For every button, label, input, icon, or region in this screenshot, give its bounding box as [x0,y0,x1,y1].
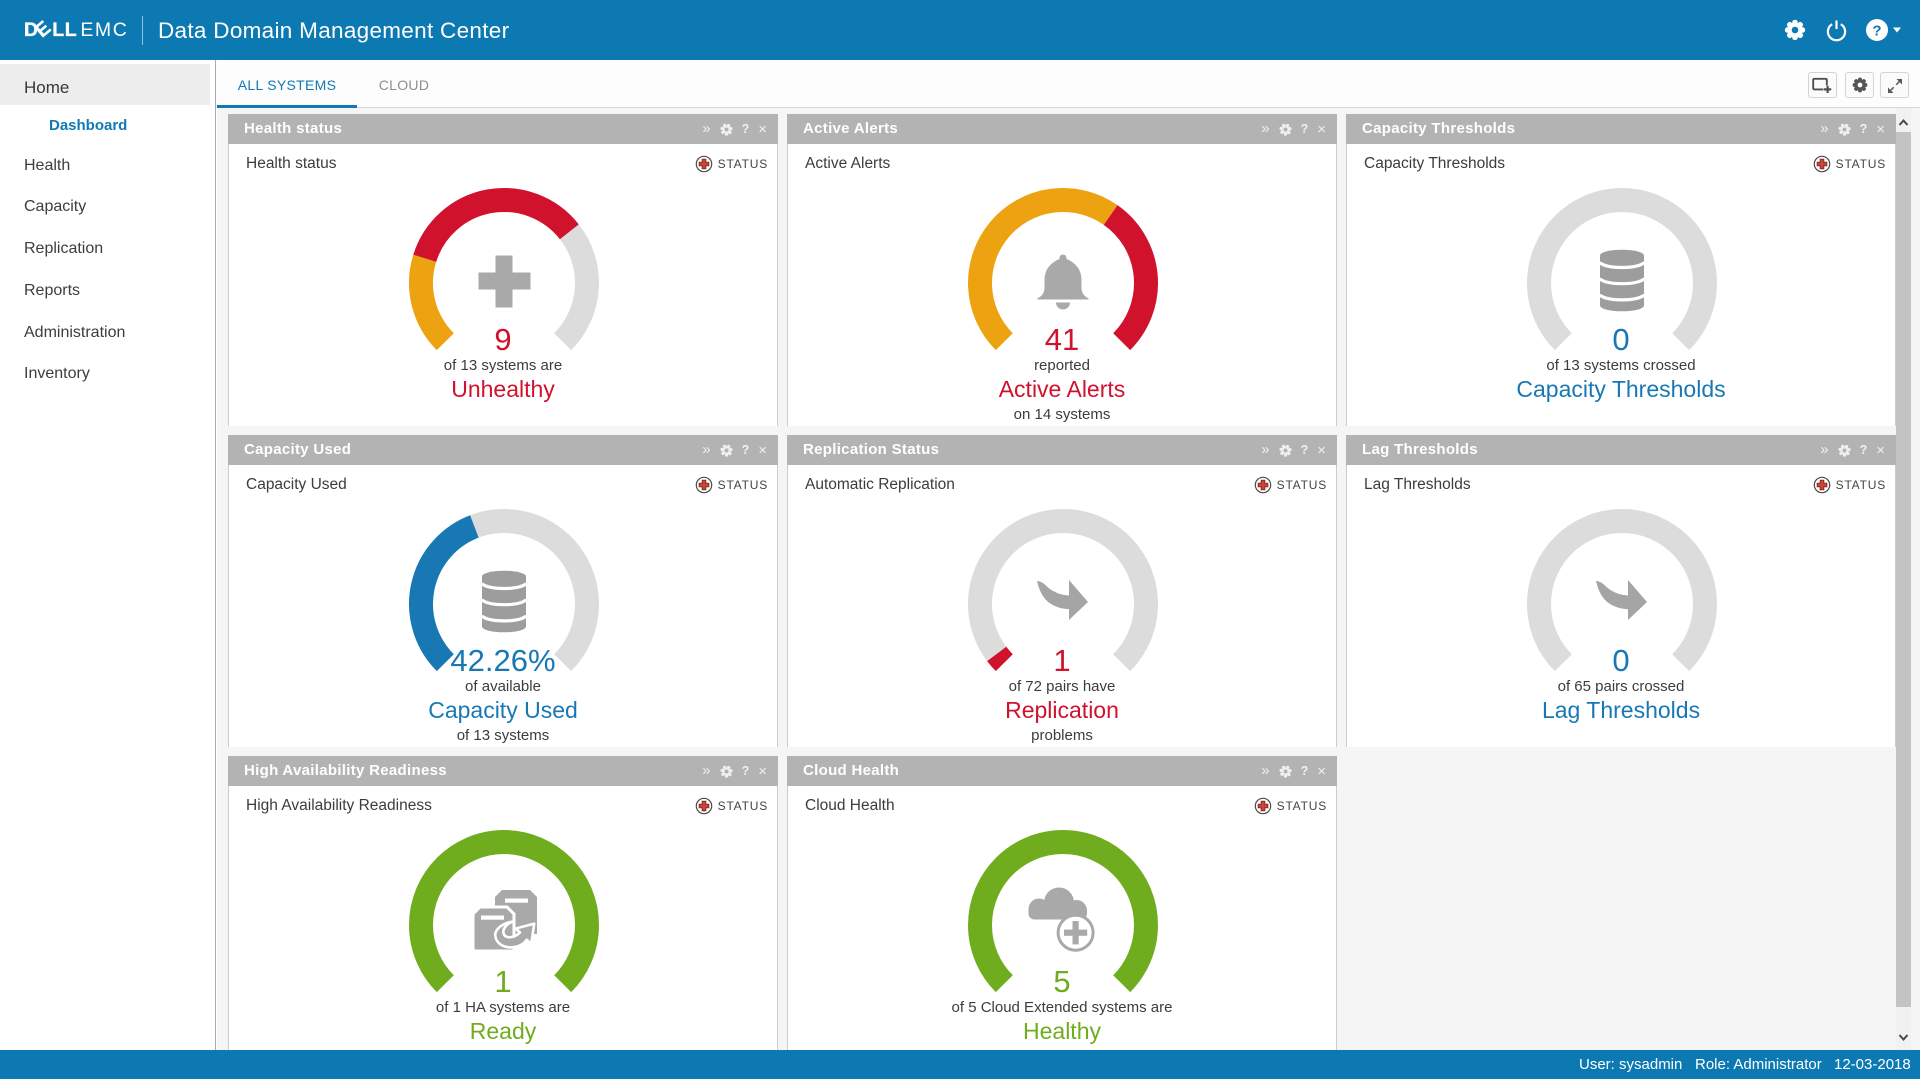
svg-text:?: ? [1872,23,1881,40]
